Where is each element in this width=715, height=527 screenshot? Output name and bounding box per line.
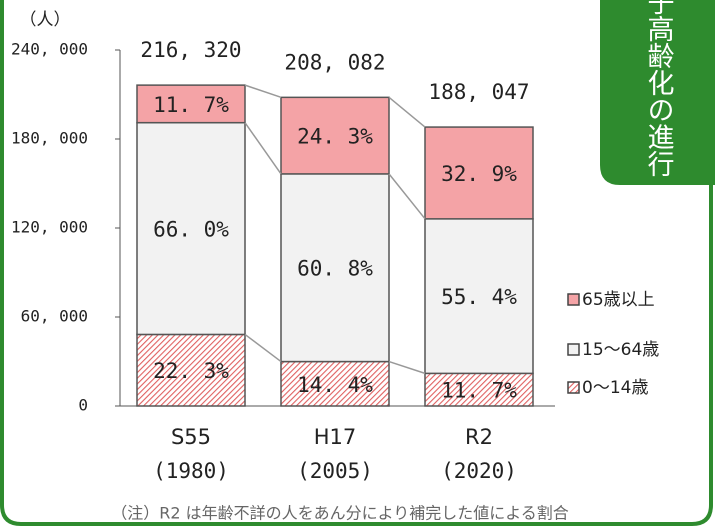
x-tick-sublabel: (2020) bbox=[441, 459, 517, 483]
bar-segment bbox=[136, 84, 246, 124]
legend-swatch bbox=[567, 343, 580, 356]
y-tick-label: 180, 000 bbox=[11, 129, 88, 148]
connector bbox=[388, 360, 426, 375]
segment-label: 11. 7% bbox=[153, 93, 229, 117]
x-tick-label: S55 bbox=[171, 425, 211, 449]
total-label: 188, 047 bbox=[428, 80, 529, 104]
legend-label: 65歳以上 bbox=[582, 290, 655, 310]
segment-label: 22. 3% bbox=[153, 359, 229, 383]
connector bbox=[244, 84, 282, 99]
total-label: 216, 320 bbox=[140, 38, 241, 62]
x-tick-sublabel: (2005) bbox=[297, 459, 373, 483]
segment-label: 24. 3% bbox=[297, 125, 373, 149]
y-tick-label: 240, 000 bbox=[11, 40, 88, 59]
bar-segment bbox=[136, 121, 246, 336]
total-label: 208, 082 bbox=[284, 50, 385, 74]
y-tick-label: 120, 000 bbox=[11, 218, 88, 237]
connector bbox=[244, 333, 282, 363]
connector bbox=[244, 122, 282, 175]
x-tick-label: H17 bbox=[314, 425, 357, 449]
segment-label: 11. 7% bbox=[441, 379, 517, 403]
x-tick-sublabel: (1980) bbox=[153, 459, 229, 483]
segment-label: 32. 9% bbox=[441, 162, 517, 186]
segment-label: 60. 8% bbox=[297, 257, 373, 281]
legend-swatch bbox=[567, 381, 580, 394]
segment-label: 66. 0% bbox=[153, 218, 229, 242]
segment-label: 55. 4% bbox=[441, 285, 517, 309]
connector bbox=[388, 173, 426, 220]
connector bbox=[388, 96, 426, 128]
bar-segment bbox=[424, 218, 534, 375]
x-tick-label: R2 bbox=[465, 425, 493, 449]
note: （注）R2 は年齢不詳の人をあん分により補完した値による割合 bbox=[111, 504, 569, 523]
legend-label: 15〜64歳 bbox=[582, 340, 659, 360]
y-unit: （人） bbox=[20, 10, 71, 30]
side-title: 子高齢化の進行 bbox=[643, 0, 675, 177]
y-tick-label: 0 bbox=[78, 396, 88, 415]
bar-segment bbox=[280, 360, 390, 407]
bar-segment bbox=[424, 372, 534, 407]
legend-label: 0〜14歳 bbox=[582, 378, 648, 398]
legend-swatch bbox=[567, 293, 580, 306]
segment-label: 14. 4% bbox=[297, 373, 373, 397]
bar-segment bbox=[280, 173, 390, 363]
side-tab bbox=[600, 0, 715, 185]
bar-segment bbox=[280, 96, 390, 175]
bar-segment bbox=[424, 126, 534, 220]
y-tick-label: 60, 000 bbox=[21, 307, 88, 326]
